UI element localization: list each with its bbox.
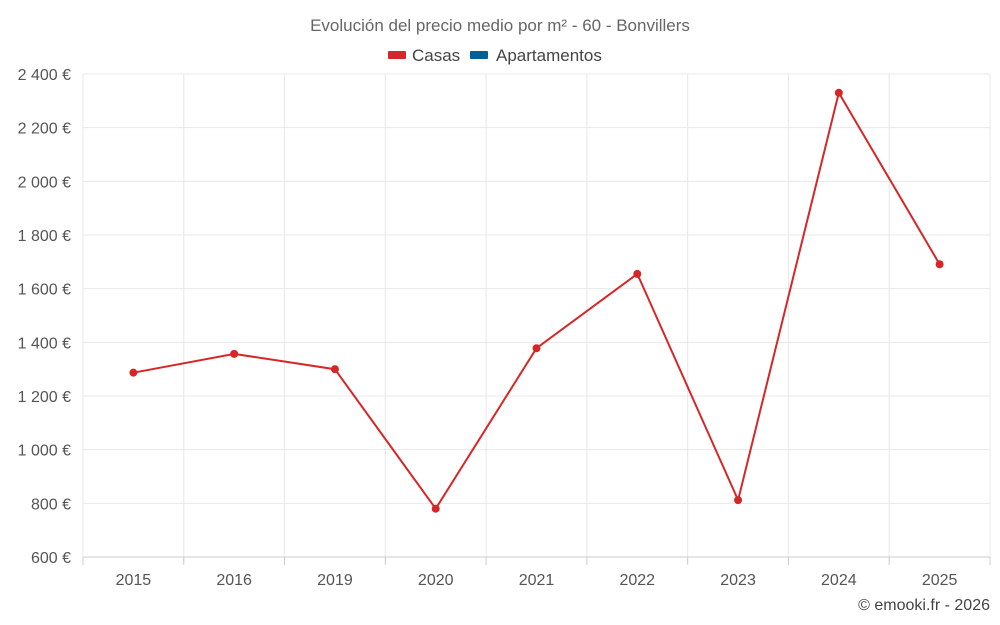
data-point[interactable] — [935, 260, 944, 269]
y-gridlines — [83, 73, 990, 504]
x-tick-label: 2019 — [317, 572, 353, 589]
y-tick-label: 2 000 € — [18, 174, 71, 191]
y-tick-label: 600 € — [31, 550, 71, 567]
legend-swatch-casas — [388, 51, 406, 59]
x-tick-label: 2025 — [922, 572, 958, 589]
y-tick-label: 1 000 € — [18, 443, 71, 460]
x-tick-label: 2015 — [116, 572, 152, 589]
data-point[interactable] — [633, 269, 642, 278]
y-tick-label: 1 600 € — [18, 282, 71, 299]
legend-item-apartamentos[interactable]: Apartamentos — [470, 46, 602, 65]
y-tick-label: 1 800 € — [18, 228, 71, 245]
data-point[interactable] — [431, 504, 440, 513]
legend-item-casas[interactable]: Casas — [388, 46, 460, 65]
data-point[interactable] — [230, 349, 239, 358]
data-point[interactable] — [129, 368, 138, 377]
legend: Casas Apartamentos — [388, 46, 602, 65]
y-tick-label: 1 400 € — [18, 335, 71, 352]
series-points — [129, 88, 944, 513]
chart-title: Evolución del precio medio por m² - 60 -… — [310, 16, 690, 35]
series-line-casas — [133, 90, 941, 511]
y-tick-label: 800 € — [31, 496, 71, 513]
x-axis-ticks: 2015 2016 2019 2020 2021 2022 2023 2024 2025 — [82, 557, 991, 589]
x-tick-label: 2021 — [519, 572, 555, 589]
legend-swatch-apartamentos — [470, 51, 488, 59]
data-point[interactable] — [834, 88, 843, 97]
credit-text: © emooki.fr - 2026 — [858, 597, 990, 614]
x-tick-label: 2022 — [619, 572, 655, 589]
legend-label-apartamentos: Apartamentos — [496, 46, 602, 65]
y-tick-label: 2 400 € — [18, 67, 71, 84]
legend-label-casas: Casas — [412, 46, 460, 65]
data-point[interactable] — [330, 365, 339, 374]
series-lines — [133, 90, 941, 511]
data-point[interactable] — [532, 344, 541, 353]
y-tick-label: 1 200 € — [18, 389, 71, 406]
x-tick-label: 2023 — [720, 572, 756, 589]
y-axis-ticks: 600 € 800 € 1 000 € 1 200 € 1 400 € 1 600 € 1 … — [18, 67, 71, 567]
x-tick-label: 2024 — [821, 572, 857, 589]
y-tick-label: 2 200 € — [18, 121, 71, 138]
x-gridlines — [82, 74, 991, 557]
x-tick-label: 2016 — [216, 572, 252, 589]
data-point[interactable] — [734, 496, 743, 505]
x-tick-label: 2020 — [418, 572, 454, 589]
